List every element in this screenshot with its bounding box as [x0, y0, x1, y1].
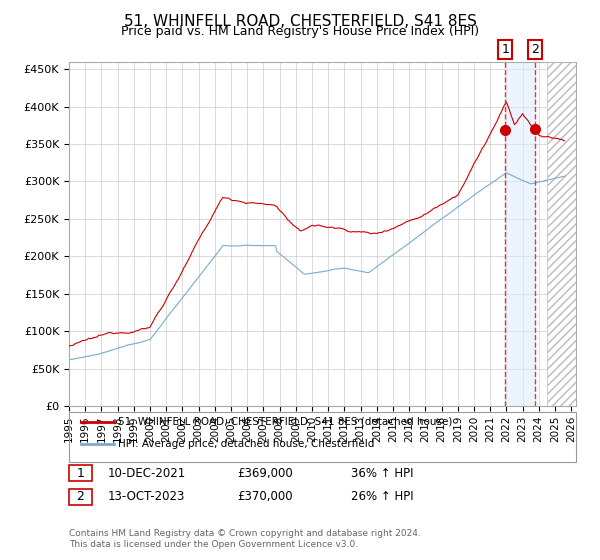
Text: 1: 1 [76, 466, 85, 480]
Text: 26% ↑ HPI: 26% ↑ HPI [351, 490, 413, 503]
Text: HPI: Average price, detached house, Chesterfield: HPI: Average price, detached house, Ches… [118, 438, 374, 449]
Text: £369,000: £369,000 [237, 466, 293, 480]
Text: 36% ↑ HPI: 36% ↑ HPI [351, 466, 413, 480]
Text: 10-DEC-2021: 10-DEC-2021 [108, 466, 186, 480]
Text: 2: 2 [532, 43, 539, 56]
Text: £370,000: £370,000 [237, 490, 293, 503]
Text: 51, WHINFELL ROAD, CHESTERFIELD, S41 8ES (detached house): 51, WHINFELL ROAD, CHESTERFIELD, S41 8ES… [118, 417, 452, 427]
Text: 51, WHINFELL ROAD, CHESTERFIELD, S41 8ES: 51, WHINFELL ROAD, CHESTERFIELD, S41 8ES [124, 14, 476, 29]
Bar [505, 62, 535, 406]
Text: Price paid vs. HM Land Registry's House Price Index (HPI): Price paid vs. HM Land Registry's House … [121, 25, 479, 38]
Text: Contains HM Land Registry data © Crown copyright and database right 2024.
This d: Contains HM Land Registry data © Crown c… [69, 529, 421, 549]
Text: 13-OCT-2023: 13-OCT-2023 [108, 490, 185, 503]
Text: 2: 2 [76, 490, 85, 503]
Text: 1: 1 [502, 43, 509, 56]
